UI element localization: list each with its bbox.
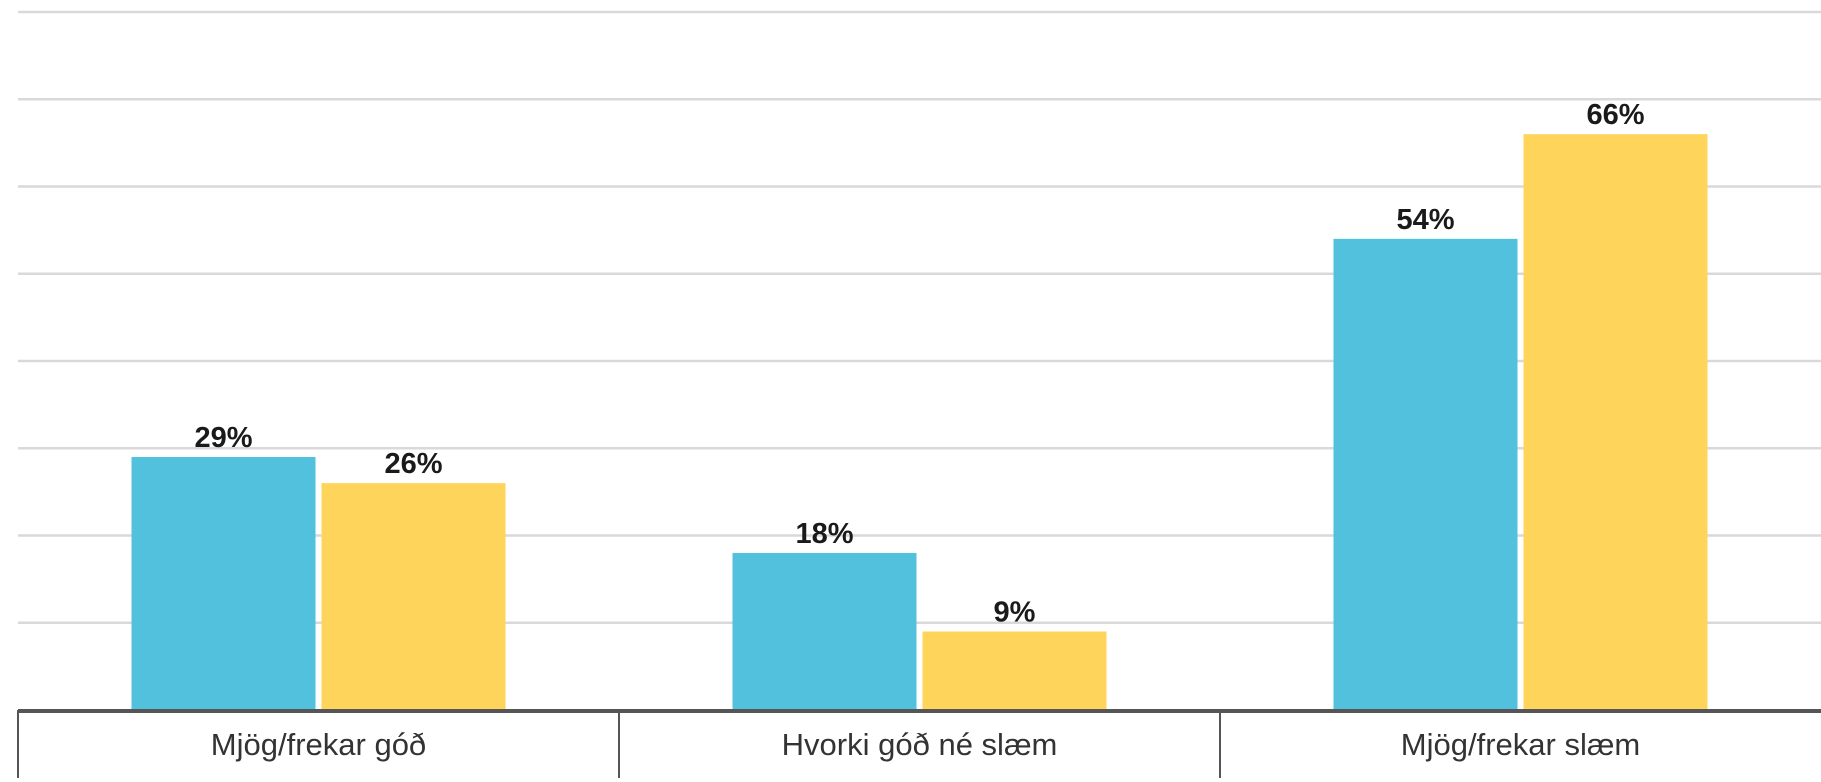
bar — [1523, 134, 1708, 710]
data-label: 9% — [994, 596, 1036, 628]
data-label: 26% — [384, 448, 442, 480]
bar — [732, 552, 917, 710]
bar — [1333, 238, 1518, 710]
gridlines — [18, 10, 1821, 624]
bar — [922, 631, 1107, 710]
bar — [321, 483, 506, 710]
data-label: 18% — [795, 518, 853, 550]
data-label: 54% — [1396, 204, 1454, 236]
value-labels: 29% 26% 18% 9% 54% 66% — [194, 99, 1644, 628]
data-label: 29% — [194, 422, 252, 454]
bar — [131, 456, 316, 710]
x-tick-label: Hvorki góð né slæm — [782, 727, 1058, 762]
x-axis: Mjög/frekar góð Hvorki góð né slæm Mjög/fr… — [17, 709, 1821, 778]
bars — [131, 134, 1708, 710]
x-tick-label: Mjög/frekar slæm — [1401, 727, 1640, 762]
x-tick-label: Mjög/frekar góð — [211, 727, 426, 762]
data-label: 66% — [1586, 99, 1644, 131]
